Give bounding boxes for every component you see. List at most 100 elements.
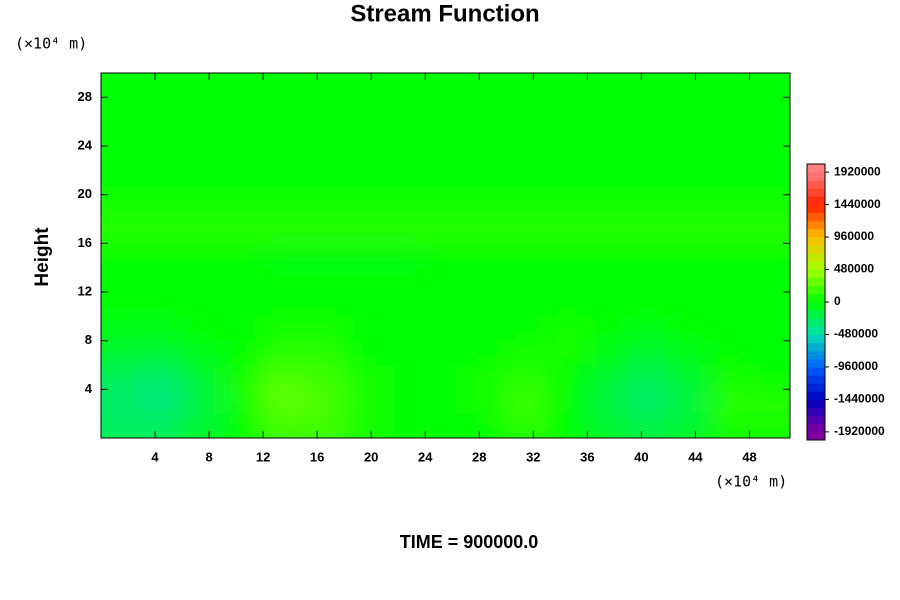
field-cell: [101, 146, 143, 171]
field-cell: [344, 97, 386, 123]
field-cell: [465, 243, 507, 269]
plot-area: [101, 73, 790, 438]
colorbar-tick-label: -1440000: [834, 392, 885, 406]
field-cell: [101, 413, 143, 438]
field-cell: [141, 413, 183, 438]
colorbar-tick-label: 480000: [834, 262, 874, 276]
field-cell: [141, 340, 183, 366]
field-cell: [587, 316, 629, 342]
field-cell: [465, 97, 507, 123]
field-cell: [384, 219, 426, 244]
colorbar-tick-label: 960000: [834, 229, 874, 243]
field-cell: [587, 146, 629, 171]
field-cell: [303, 170, 345, 196]
field-cell: [344, 413, 386, 438]
field-cell: [263, 243, 305, 269]
field-cell: [344, 146, 386, 171]
field-cell: [425, 121, 467, 147]
colorbar-band: [807, 358, 825, 368]
field-cell: [222, 73, 264, 98]
field-cell: [425, 73, 467, 98]
field-cell: [627, 243, 669, 269]
field-cell: [708, 267, 750, 293]
field-cell: [668, 194, 710, 220]
field-cell: [506, 219, 548, 244]
field-cell: [425, 170, 467, 196]
field-cell: [344, 292, 386, 317]
field-cell: [587, 340, 629, 366]
x-tick-label: 4: [151, 449, 159, 464]
field-cell: [384, 267, 426, 293]
colorbar-band: [807, 310, 825, 319]
field-cell: [506, 146, 548, 171]
colorbar-band: [807, 350, 825, 360]
field-cell: [546, 97, 588, 123]
field-cell: [668, 316, 710, 342]
field-cell: [506, 389, 548, 415]
field-cell: [182, 121, 224, 147]
field-cell: [546, 413, 588, 438]
field-cell: [506, 97, 548, 123]
field-cell: [425, 243, 467, 269]
colorbar-band: [807, 391, 825, 400]
field-cell: [668, 97, 710, 123]
field-cell: [344, 389, 386, 415]
field-cell: [384, 170, 426, 196]
colorbar-tick-label: -960000: [834, 359, 878, 373]
colorbar-band: [807, 196, 825, 205]
x-tick-label: 20: [364, 449, 378, 464]
field-cell: [749, 267, 790, 293]
colorbar-band: [807, 285, 825, 295]
field-cell: [384, 316, 426, 342]
field-cell: [749, 170, 790, 196]
field-cell: [384, 146, 426, 171]
field-cell: [344, 219, 386, 244]
x-tick-label: 28: [472, 449, 486, 464]
field-cell: [344, 316, 386, 342]
field-cell: [263, 389, 305, 415]
field-cell: [141, 219, 183, 244]
field-cell: [344, 243, 386, 269]
field-cell: [627, 97, 669, 123]
field-cell: [101, 316, 143, 342]
field-cell: [182, 316, 224, 342]
field-cell: [222, 194, 264, 220]
field-cell: [303, 340, 345, 366]
colorbar-tick-label: -480000: [834, 327, 878, 341]
field-cell: [425, 267, 467, 293]
colorbar-band: [807, 399, 825, 408]
field-cell: [303, 316, 345, 342]
field-cell: [587, 73, 629, 98]
field-cell: [384, 73, 426, 98]
field-cell: [425, 146, 467, 171]
field-cell: [182, 219, 224, 244]
field-cell: [627, 292, 669, 317]
field-cell: [182, 97, 224, 123]
colorbar-band: [807, 375, 825, 384]
field-cell: [263, 292, 305, 317]
field-cell: [344, 121, 386, 147]
field-cell: [465, 73, 507, 98]
colorbar-band: [807, 431, 825, 441]
field-cell: [425, 316, 467, 342]
field-cell: [101, 73, 143, 98]
field-cell: [546, 389, 588, 415]
field-cell: [587, 121, 629, 147]
field-cell: [627, 170, 669, 196]
field-cell: [303, 413, 345, 438]
field-cell: [668, 170, 710, 196]
colorbar-tick-label: 1440000: [834, 197, 881, 211]
field-cell: [263, 340, 305, 366]
field-cell: [546, 365, 588, 390]
field-cell: [303, 267, 345, 293]
colorbar-band: [807, 277, 825, 287]
field-cell: [506, 267, 548, 293]
field-cell: [101, 243, 143, 269]
field-cell: [506, 73, 548, 98]
field-cell: [668, 365, 710, 390]
field-cell: [344, 365, 386, 390]
field-cell: [587, 389, 629, 415]
field-cell: [101, 121, 143, 147]
field-cell: [425, 292, 467, 317]
field-cell: [141, 146, 183, 171]
